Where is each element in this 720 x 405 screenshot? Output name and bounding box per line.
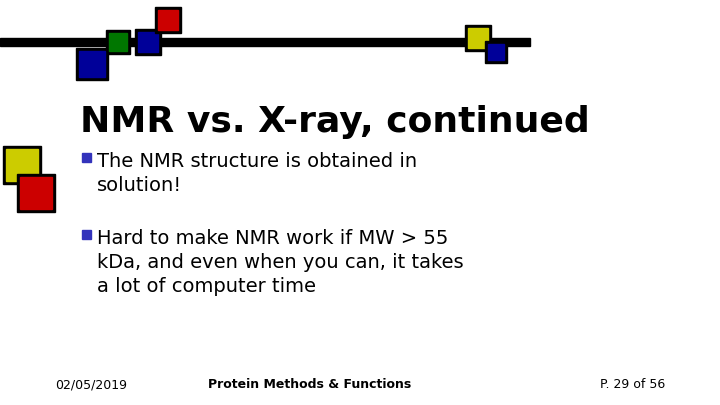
Bar xyxy=(3,146,41,184)
Bar xyxy=(138,32,158,52)
Text: Hard to make NMR work if MW > 55
kDa, and even when you can, it takes
a lot of c: Hard to make NMR work if MW > 55 kDa, an… xyxy=(97,229,464,296)
Bar xyxy=(158,10,178,30)
Bar xyxy=(82,230,91,239)
Bar xyxy=(82,153,91,162)
Bar xyxy=(468,28,488,48)
Text: The NMR structure is obtained in
solution!: The NMR structure is obtained in solutio… xyxy=(97,152,417,195)
Bar xyxy=(485,41,507,63)
Text: NMR vs. X-ray, continued: NMR vs. X-ray, continued xyxy=(80,105,590,139)
Bar xyxy=(20,177,52,209)
Text: P. 29 of 56: P. 29 of 56 xyxy=(600,379,665,392)
Bar xyxy=(465,25,491,51)
Bar xyxy=(109,33,127,51)
Bar xyxy=(0,38,530,46)
Bar xyxy=(155,7,181,33)
Bar xyxy=(79,51,105,77)
Bar xyxy=(135,29,161,55)
Bar xyxy=(106,30,130,54)
Bar xyxy=(76,48,108,80)
Text: Protein Methods & Functions: Protein Methods & Functions xyxy=(208,379,412,392)
Bar xyxy=(17,174,55,212)
Bar xyxy=(488,44,504,60)
Text: 02/05/2019: 02/05/2019 xyxy=(55,379,127,392)
Bar xyxy=(6,149,38,181)
